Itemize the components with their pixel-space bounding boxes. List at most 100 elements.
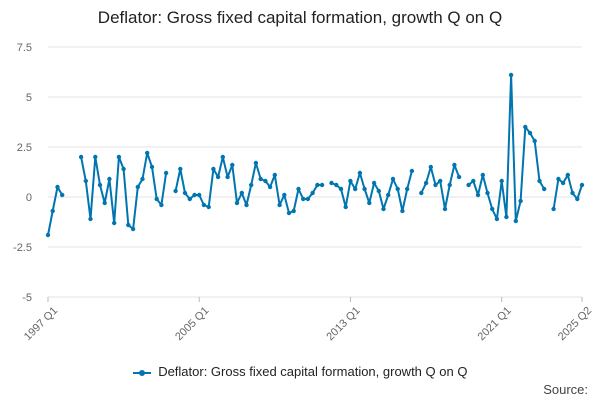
x-tick-label: 1997 Q1 (22, 305, 60, 343)
data-point (282, 192, 287, 198)
data-point (494, 216, 500, 222)
data-point (201, 202, 207, 208)
data-point (60, 192, 65, 198)
data-point (376, 188, 381, 194)
data-point (230, 162, 235, 168)
data-point (272, 172, 277, 178)
data-point (187, 196, 192, 202)
source-label: Source: (543, 382, 588, 397)
data-point (315, 182, 320, 188)
data-point (334, 182, 339, 188)
data-point (570, 190, 575, 196)
data-point (452, 162, 457, 168)
data-point (499, 178, 504, 184)
data-point (386, 192, 391, 198)
data-point (551, 206, 556, 212)
series-line (331, 170, 413, 212)
data-point (480, 172, 485, 178)
data-point (206, 204, 211, 210)
data-point (518, 198, 523, 204)
data-point (537, 178, 542, 184)
y-tick-label: 7.5 (17, 42, 32, 54)
data-point (197, 192, 202, 198)
data-point (267, 184, 273, 190)
data-point (362, 186, 367, 192)
data-point (433, 182, 438, 188)
data-point (490, 206, 495, 212)
y-tick-label: -5 (22, 292, 32, 304)
data-point (192, 192, 197, 198)
data-point (400, 208, 405, 214)
data-point (126, 222, 131, 228)
data-point (253, 160, 259, 166)
data-point (301, 196, 306, 202)
data-point (523, 124, 528, 130)
y-tick-label: -2.5 (13, 242, 32, 254)
data-point (409, 168, 415, 174)
data-point (508, 72, 514, 78)
data-point (423, 180, 429, 186)
data-point (107, 176, 112, 182)
data-point (527, 130, 533, 136)
data-point (97, 182, 103, 188)
data-point (140, 176, 145, 182)
y-tick-label: 5 (26, 92, 32, 104)
legend-swatch (132, 368, 151, 378)
data-point (263, 178, 268, 184)
data-point (329, 180, 334, 186)
data-point (428, 164, 433, 170)
data-point (112, 220, 117, 226)
data-point (50, 208, 55, 214)
data-point (244, 202, 249, 208)
data-point (438, 178, 443, 184)
data-point (343, 204, 348, 210)
data-point (45, 232, 51, 238)
series-line (80, 152, 168, 230)
data-point (371, 180, 377, 186)
data-point (55, 184, 60, 190)
data-point (310, 190, 315, 196)
data-point (405, 186, 410, 192)
series-line (174, 156, 323, 214)
data-point (456, 174, 462, 180)
data-series (45, 72, 585, 238)
legend-marker (138, 369, 145, 376)
data-point (560, 180, 566, 186)
data-point (532, 138, 537, 144)
data-point (163, 170, 169, 176)
data-point (442, 206, 448, 212)
data-point (121, 166, 126, 172)
data-point (466, 182, 471, 188)
data-point (579, 182, 585, 188)
data-point (353, 186, 358, 192)
data-point (154, 196, 159, 202)
x-axis-ticks: 1997 Q1 2005 Q1 2013 Q1 2021 Q1 2025 Q2 (22, 297, 594, 343)
data-point (215, 174, 221, 180)
data-point (395, 186, 400, 192)
data-point (471, 178, 476, 184)
data-point (234, 200, 240, 206)
data-point (258, 176, 263, 182)
data-point (159, 202, 164, 208)
data-point (239, 190, 244, 196)
data-point (542, 186, 547, 192)
data-point (83, 178, 89, 184)
data-point (178, 166, 183, 172)
data-point (485, 190, 490, 196)
data-point (102, 200, 107, 206)
data-point (249, 182, 254, 188)
data-point (296, 186, 301, 192)
data-point (419, 190, 424, 196)
data-point (93, 154, 98, 160)
data-point (116, 154, 122, 160)
data-point (319, 182, 325, 188)
y-tick-label: 0 (26, 192, 32, 204)
data-point (390, 176, 396, 182)
data-point (504, 214, 509, 220)
data-point (475, 192, 481, 198)
data-point (565, 172, 570, 178)
x-tick-label: 2005 Q1 (173, 305, 211, 343)
series-line (47, 186, 64, 236)
legend[interactable]: Deflator: Gross fixed capital formation,… (0, 364, 600, 379)
